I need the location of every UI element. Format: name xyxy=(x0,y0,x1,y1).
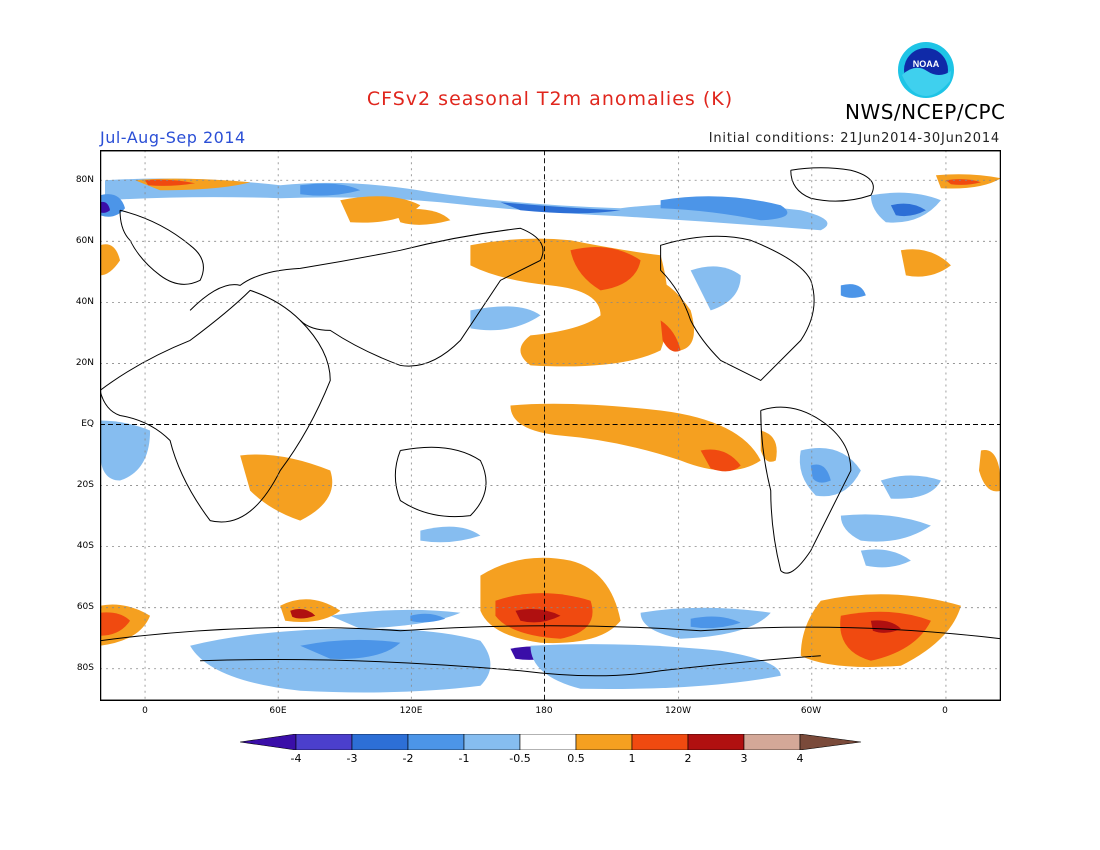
colorbar-segment xyxy=(687,734,745,750)
anomaly-map xyxy=(100,150,1001,701)
lat-label: 40N xyxy=(75,297,94,307)
colorbar-label: 1 xyxy=(628,752,636,765)
colorbar-segment xyxy=(407,734,465,750)
colorbar-segment xyxy=(519,734,577,750)
colorbar-label: -0.5 xyxy=(509,752,531,765)
colorbar-segment xyxy=(575,734,633,750)
colorbar-segment xyxy=(295,734,353,750)
map-title: CFSv2 seasonal T2m anomalies (K) xyxy=(366,88,734,110)
colorbar-label: 0.5 xyxy=(567,752,585,765)
lat-label: 80S xyxy=(76,663,94,673)
lon-label: 60E xyxy=(269,706,287,716)
lon-label: 0 xyxy=(942,706,948,716)
lat-label: 60S xyxy=(76,602,94,612)
lon-label: 60W xyxy=(800,706,822,716)
colorbar-segment xyxy=(631,734,689,750)
lat-label: 60N xyxy=(75,236,94,246)
colorbar-segment xyxy=(351,734,409,750)
graticule xyxy=(100,150,1001,701)
lat-label: 80N xyxy=(75,175,94,185)
coastlines xyxy=(100,167,1001,677)
lon-label: 180 xyxy=(535,706,553,716)
lon-label: 120W xyxy=(664,706,692,716)
colorbar-low-arrow xyxy=(240,734,297,750)
equator-dateline xyxy=(100,150,1001,701)
colorbar xyxy=(240,734,862,750)
colorbar-segment xyxy=(463,734,521,750)
cold-anomaly-areas xyxy=(100,178,941,693)
colorbar-label: 2 xyxy=(684,752,692,765)
lat-label: 40S xyxy=(76,541,94,551)
lat-label: 20N xyxy=(75,358,94,368)
logo-text: NOAA xyxy=(913,59,940,69)
season-label: Jul-Aug-Sep 2014 xyxy=(100,128,246,147)
colorbar-label: -4 xyxy=(290,752,302,765)
warm-anomaly-areas xyxy=(100,174,1001,668)
colorbar-segment xyxy=(743,734,801,750)
colorbar-high-arrow xyxy=(799,734,862,750)
colorbar-label: -1 xyxy=(458,752,470,765)
lat-label: 20S xyxy=(76,480,94,490)
noaa-logo-icon: NOAA xyxy=(897,41,955,103)
lon-label: 120E xyxy=(399,706,423,716)
organization-label: NWS/NCEP/CPC xyxy=(845,100,1006,124)
lat-label: EQ xyxy=(81,419,94,429)
initial-conditions-label: Initial conditions: 21Jun2014-30Jun2014 xyxy=(708,131,1000,146)
colorbar-label: -3 xyxy=(346,752,358,765)
colorbar-label: 4 xyxy=(796,752,804,765)
colorbar-label: 3 xyxy=(740,752,748,765)
colorbar-label: -2 xyxy=(402,752,414,765)
lon-label: 0 xyxy=(142,706,148,716)
